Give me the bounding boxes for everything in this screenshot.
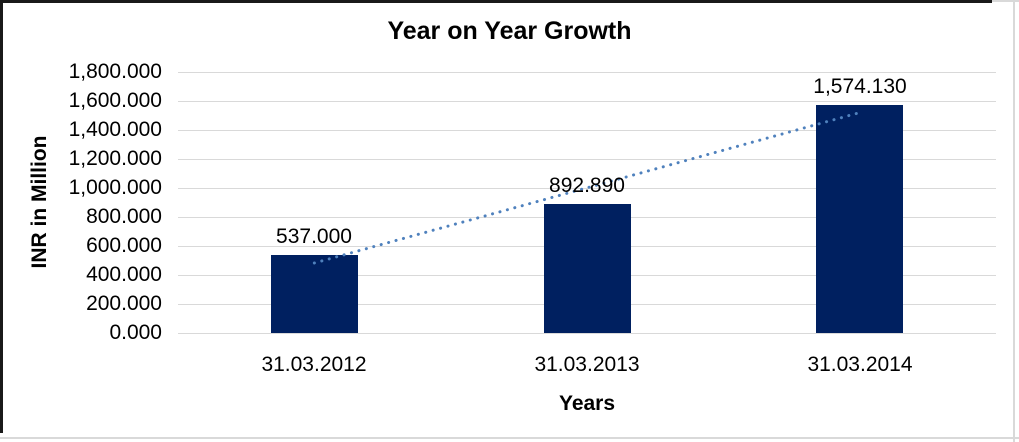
y-tick-label: 400.000 <box>86 263 162 286</box>
gridline <box>178 333 996 334</box>
frame-border-right <box>1013 0 1015 442</box>
gridline <box>178 72 996 73</box>
x-tick-label: 31.03.2014 <box>807 353 913 376</box>
bar-data-label: 892.890 <box>549 174 625 197</box>
bar-data-label: 1,574.130 <box>813 75 907 98</box>
x-axis-title: Years <box>558 392 616 415</box>
y-tick-label: 1,200.000 <box>68 147 162 170</box>
trendline-layer <box>312 111 862 265</box>
frame-border-top <box>0 0 992 3</box>
gridline <box>178 130 996 131</box>
y-tick-label: 200.000 <box>86 292 162 315</box>
y-tick-label: 800.000 <box>86 205 162 228</box>
x-tick-label: 31.03.2012 <box>261 353 367 376</box>
bar <box>816 105 903 333</box>
gridline <box>178 159 996 160</box>
y-tick-label: 1,600.000 <box>68 89 162 112</box>
frame-border-bottom <box>0 437 1019 439</box>
frame-border-left <box>0 0 3 433</box>
x-tick-label: 31.03.2013 <box>534 353 640 376</box>
y-tick-label: 1,400.000 <box>68 118 162 141</box>
gridline <box>178 188 996 189</box>
y-tick-label: 1,800.000 <box>68 60 162 83</box>
frame-border-top-right <box>992 0 1019 2</box>
y-tick-label: 0.000 <box>109 321 162 344</box>
plot-area <box>178 72 996 334</box>
chart-title: Year on Year Growth <box>387 17 632 45</box>
gridline <box>178 101 996 102</box>
bar-data-label: 537.000 <box>276 225 352 248</box>
y-tick-label: 1,000.000 <box>68 176 162 199</box>
bar <box>271 255 358 333</box>
bar <box>544 204 631 333</box>
y-tick-label: 600.000 <box>86 234 162 257</box>
